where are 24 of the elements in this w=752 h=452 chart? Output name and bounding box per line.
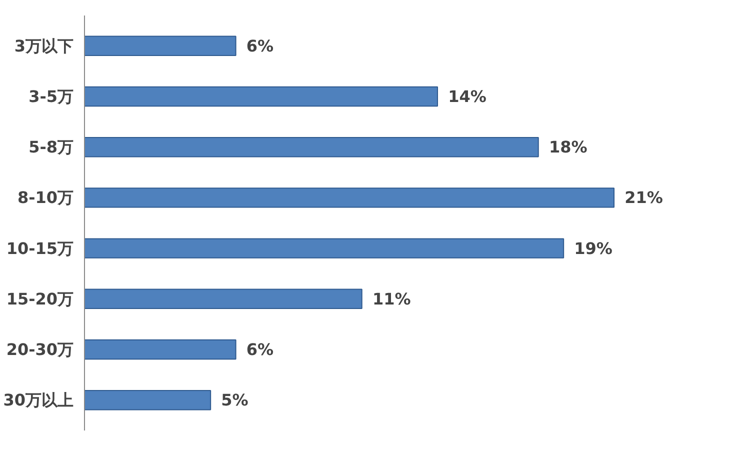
bar [84,86,438,107]
bar [84,188,615,208]
bar [84,339,236,360]
y-tick-label: 3万以下 [14,36,74,56]
y-tick-label: 10-15万 [6,238,74,258]
bar [84,238,564,258]
y-tick-label: 3-5万 [28,86,74,106]
bar [84,390,212,410]
bar [84,288,362,310]
bar [84,36,236,56]
data-label: 18% [548,138,588,157]
y-tick-label: 5-8万 [28,138,74,157]
data-label: 6% [246,36,274,56]
y-tick-label: 20-30万 [6,340,74,360]
y-tick-label: 8-10万 [17,188,74,208]
data-label: 21% [624,188,663,208]
bar [84,136,539,158]
data-label: 19% [574,238,612,258]
y-tick-label: 30万以上 [3,390,74,410]
data-label: 14% [448,86,486,106]
y-tick-label: 15-20万 [6,289,74,308]
data-label: 6% [246,340,274,360]
data-label: 5% [221,390,248,410]
data-label: 11% [372,289,411,308]
